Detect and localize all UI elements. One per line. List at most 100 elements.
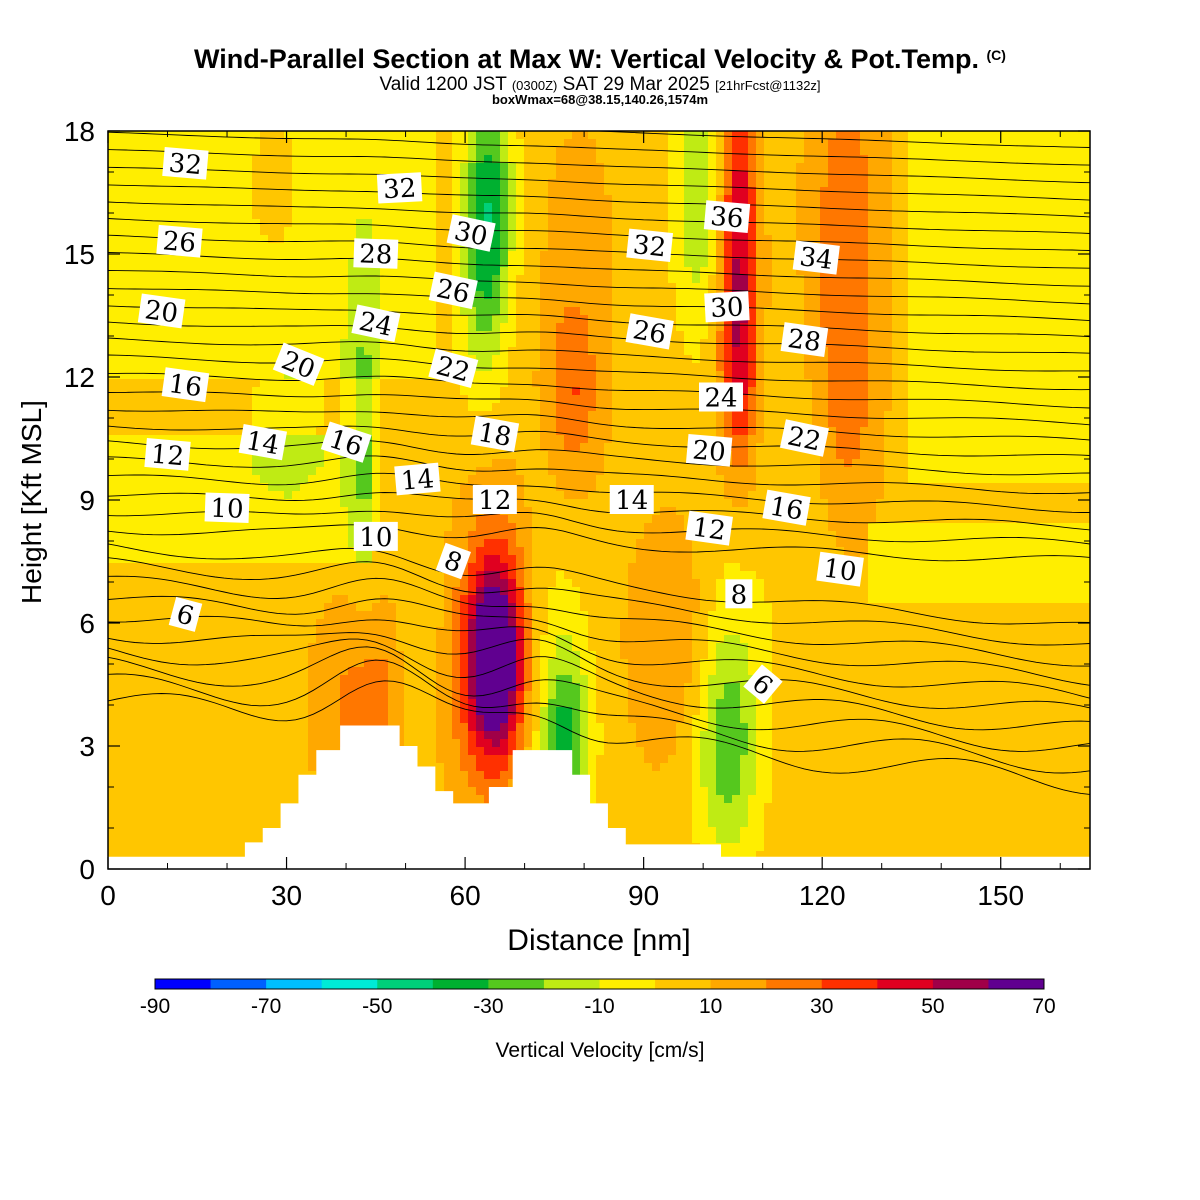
velocity-cell [324, 411, 333, 420]
velocity-cell [412, 659, 421, 668]
velocity-cell [516, 531, 525, 540]
velocity-cell [148, 507, 157, 516]
velocity-cell [124, 347, 133, 356]
velocity-cell [484, 459, 493, 468]
velocity-cell [228, 571, 237, 580]
velocity-cell [476, 787, 485, 796]
velocity-cell [492, 627, 501, 636]
velocity-cell [268, 299, 277, 308]
forecast-info: [21hrFcst@1132z] [715, 78, 821, 93]
velocity-cell [404, 251, 413, 260]
velocity-cell [508, 587, 517, 596]
velocity-cell [348, 299, 357, 308]
velocity-cell [268, 459, 277, 468]
velocity-cell [292, 691, 301, 700]
velocity-cell [396, 131, 405, 140]
velocity-cell [196, 627, 205, 636]
velocity-cell [212, 539, 221, 548]
velocity-cell [444, 459, 453, 468]
velocity-cell [292, 171, 301, 180]
velocity-cell [436, 339, 445, 348]
velocity-cell [236, 347, 245, 356]
velocity-cell [172, 803, 181, 812]
velocity-cell [340, 619, 349, 628]
velocity-cell [476, 403, 485, 412]
velocity-cell [412, 651, 421, 660]
velocity-cell [156, 531, 165, 540]
velocity-cell [284, 739, 293, 748]
velocity-cell [236, 323, 245, 332]
velocity-cell [492, 219, 501, 228]
velocity-cell [228, 747, 237, 756]
velocity-cell [412, 739, 421, 748]
velocity-cell [196, 499, 205, 508]
velocity-cell [524, 147, 533, 156]
velocity-cell [396, 307, 405, 316]
velocity-cell [140, 523, 149, 532]
velocity-cell [132, 795, 141, 804]
velocity-cell [268, 411, 277, 420]
velocity-cell [164, 779, 173, 788]
velocity-cell [332, 659, 341, 668]
velocity-cell [212, 651, 221, 660]
velocity-cell [196, 555, 205, 564]
velocity-cell [276, 203, 285, 212]
velocity-cell [276, 483, 285, 492]
velocity-cell [460, 683, 469, 692]
velocity-cell [332, 315, 341, 324]
velocity-cell [348, 499, 357, 508]
velocity-cell [244, 203, 253, 212]
velocity-cell [444, 267, 453, 276]
velocity-cell [124, 787, 133, 796]
velocity-cell [236, 787, 245, 796]
velocity-cell [244, 155, 253, 164]
velocity-cell [204, 579, 213, 588]
velocity-cell [244, 659, 253, 668]
velocity-cell [492, 155, 501, 164]
velocity-cell [212, 267, 221, 276]
velocity-cell [452, 339, 461, 348]
velocity-cell [252, 323, 261, 332]
velocity-cell [492, 699, 501, 708]
velocity-cell [180, 787, 189, 796]
velocity-cell [476, 547, 485, 556]
velocity-cell [492, 739, 501, 748]
velocity-cell [308, 635, 317, 644]
velocity-cell [212, 595, 221, 604]
velocity-cell [300, 187, 309, 196]
velocity-cell [372, 435, 381, 444]
velocity-cell [148, 819, 157, 828]
velocity-cell [524, 555, 533, 564]
velocity-cell [468, 771, 477, 780]
velocity-cell [348, 555, 357, 564]
velocity-cell [412, 355, 421, 364]
velocity-cell [428, 651, 437, 660]
velocity-cell [460, 507, 469, 516]
velocity-cell [332, 523, 341, 532]
velocity-cell [476, 411, 485, 420]
velocity-cell [212, 531, 221, 540]
velocity-cell [372, 227, 381, 236]
velocity-cell [332, 595, 341, 604]
velocity-cell [500, 131, 509, 140]
velocity-cell [404, 531, 413, 540]
velocity-cell [468, 643, 477, 652]
velocity-cell [476, 171, 485, 180]
velocity-cell [108, 803, 117, 812]
velocity-cell [412, 523, 421, 532]
velocity-cell [364, 371, 373, 380]
velocity-cell [236, 747, 245, 756]
velocity-cell [268, 531, 277, 540]
velocity-cell [276, 683, 285, 692]
velocity-cell [444, 243, 453, 252]
velocity-cell [108, 563, 117, 572]
velocity-cell [172, 707, 181, 716]
velocity-cell [116, 843, 125, 852]
velocity-cell [268, 315, 277, 324]
velocity-cell [292, 243, 301, 252]
velocity-cell [500, 371, 509, 380]
velocity-cell [492, 451, 501, 460]
velocity-cell [508, 451, 517, 460]
velocity-cell [436, 523, 445, 532]
velocity-cell [516, 203, 525, 212]
